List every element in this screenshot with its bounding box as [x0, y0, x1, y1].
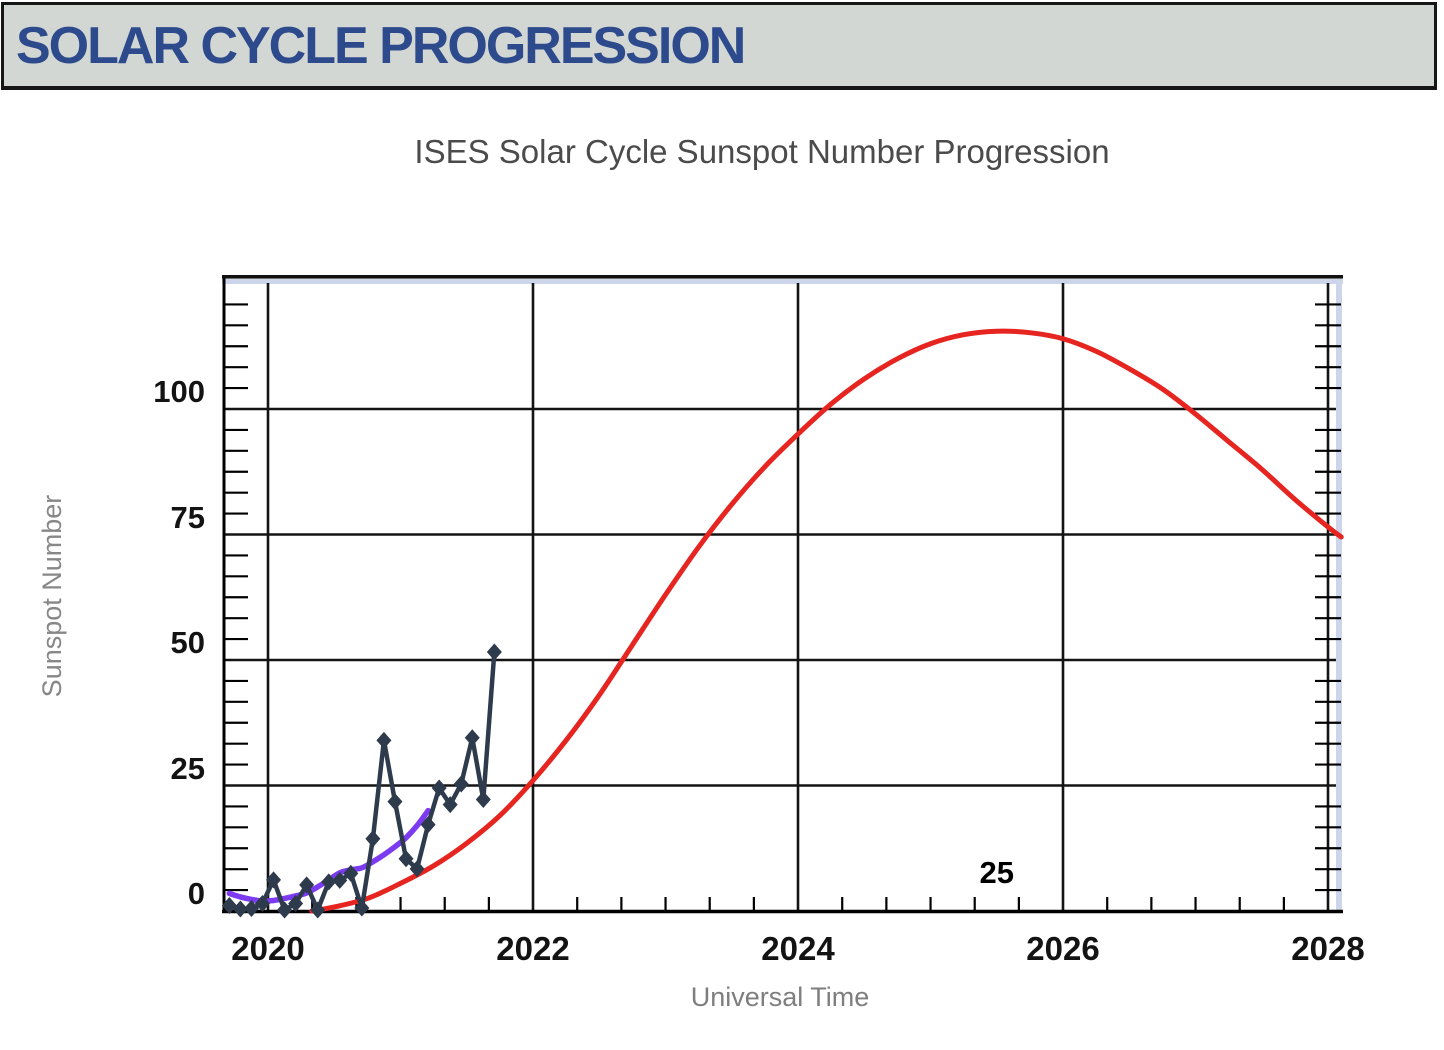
cycle-number-annotation: 25 — [979, 854, 1014, 890]
x-tick-label: 2022 — [496, 930, 570, 967]
y-tick-label: 100 — [153, 374, 205, 409]
x-axis-title: Universal Time — [690, 982, 870, 1012]
page-title: SOLAR CYCLE PROGRESSION — [16, 16, 746, 75]
y-tick-label: 0 — [187, 876, 205, 911]
y-tick-label: 50 — [170, 625, 205, 660]
y-tick-label: 75 — [170, 499, 205, 535]
x-tick-label: 2024 — [761, 930, 835, 967]
y-axis-title: Sunspot Number — [37, 494, 67, 698]
y-tick-label: 25 — [170, 750, 205, 786]
app-header: SOLAR CYCLE PROGRESSION — [1, 2, 1437, 90]
x-tick-label: 2026 — [1026, 930, 1100, 967]
chart-title: ISES Solar Cycle Sunspot Number Progress… — [414, 133, 1110, 170]
x-tick-label: 2020 — [231, 930, 305, 967]
x-tick-label: 2028 — [1291, 930, 1365, 967]
